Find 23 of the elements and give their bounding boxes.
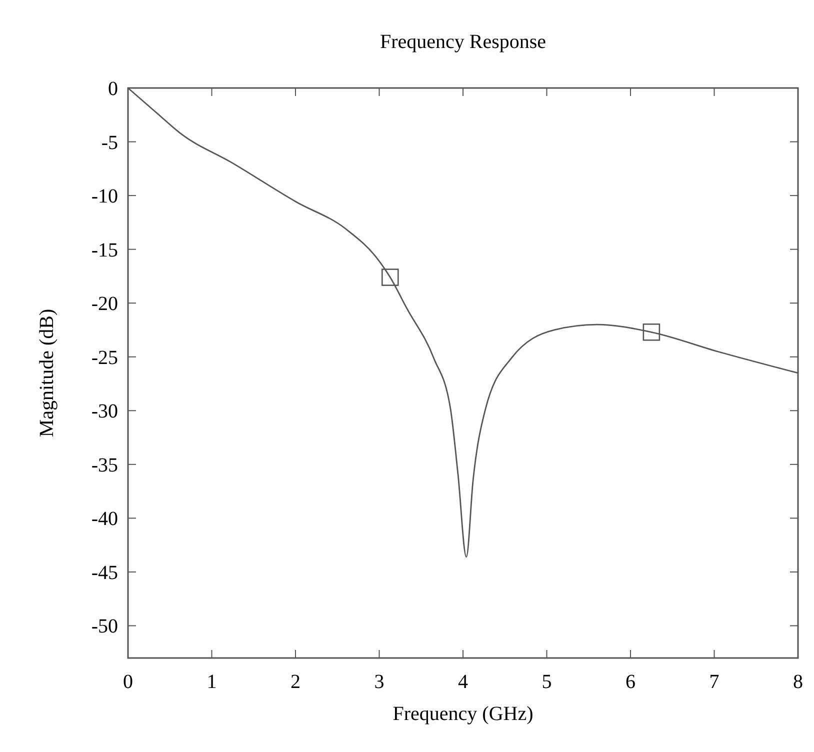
x-tick-label: 0 — [123, 671, 133, 693]
y-tick-label: -35 — [91, 454, 118, 476]
y-tick-label: -45 — [91, 562, 118, 584]
y-tick-label: -10 — [91, 186, 118, 208]
x-tick-label: 7 — [709, 671, 720, 693]
y-tick-label: -15 — [91, 239, 118, 262]
y-tick-label: -50 — [91, 616, 118, 638]
chart-title: Frequency Response — [380, 31, 546, 53]
y-tick-label: -5 — [101, 132, 118, 154]
y-tick-label: -30 — [91, 400, 118, 423]
x-tick-label: 5 — [542, 671, 552, 693]
y-tick-label: -20 — [91, 293, 118, 316]
y-tick-label: -25 — [91, 346, 118, 369]
x-tick-label: 8 — [793, 671, 803, 693]
y-tick-label: -40 — [91, 508, 118, 530]
x-tick-label: 3 — [374, 671, 384, 693]
y-axis-title: Magnitude (dB) — [36, 308, 58, 438]
x-tick-label: 6 — [626, 671, 636, 693]
x-axis-title: Frequency (GHz) — [392, 703, 534, 725]
x-tick-label: 4 — [458, 671, 468, 693]
x-tick-label: 1 — [206, 671, 217, 693]
x-tick-label: 2 — [290, 671, 300, 693]
y-tick-label: 0 — [108, 78, 118, 100]
